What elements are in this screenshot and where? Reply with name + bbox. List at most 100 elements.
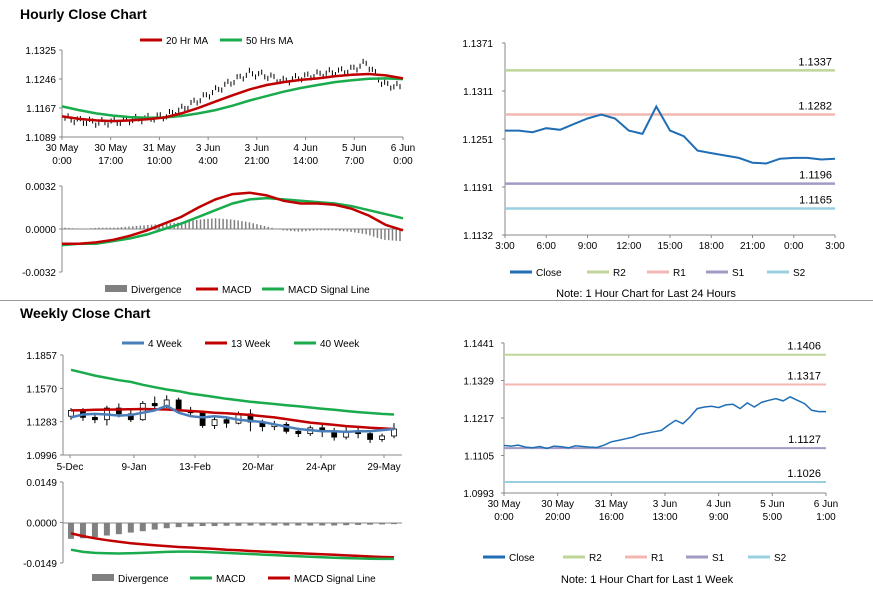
x-tick-label: 21:00 bbox=[244, 156, 269, 167]
legend-20hr-ma-label: 20 Hr MA bbox=[166, 36, 209, 47]
y-tick-label: -0.0149 bbox=[23, 559, 57, 570]
x-tick-label: 9:00 bbox=[709, 512, 729, 523]
y-tick-label: 0.0000 bbox=[25, 225, 56, 236]
legend-r1-label: R1 bbox=[673, 268, 686, 279]
y-tick-label: 1.1329 bbox=[463, 377, 494, 388]
y-tick-label: 1.1857 bbox=[26, 351, 57, 362]
level-s2-label: 1.1026 bbox=[787, 468, 821, 480]
level-s2-label: 1.1165 bbox=[799, 194, 832, 206]
x-tick-label: 3 Jun bbox=[245, 143, 269, 154]
divergence-bar bbox=[247, 523, 254, 526]
y-tick-label: 1.1191 bbox=[463, 183, 493, 194]
ma50-line bbox=[61, 77, 404, 120]
x-tick-label: 3:00 bbox=[495, 241, 515, 252]
divergence-bar bbox=[367, 523, 374, 525]
legend-s2-label: S2 bbox=[774, 553, 787, 564]
weekly-section-title: Weekly Close Chart bbox=[20, 305, 151, 321]
divergence-bar bbox=[103, 523, 110, 536]
x-tick-label: 3 Jun bbox=[653, 499, 677, 510]
ma40-line bbox=[70, 368, 395, 416]
y-tick-label: 0.0000 bbox=[26, 519, 57, 530]
x-tick-label: 5:00 bbox=[763, 512, 783, 523]
legend-r2-label: R2 bbox=[613, 268, 626, 279]
x-tick-label: 0:00 bbox=[52, 156, 72, 167]
divergence-bar bbox=[199, 523, 206, 527]
x-tick-label: 9-Jan bbox=[121, 462, 146, 473]
divergence-bar bbox=[271, 523, 278, 526]
divergence-bar bbox=[355, 523, 362, 525]
x-tick-label: 9:00 bbox=[578, 241, 598, 252]
x-tick-label: 21:00 bbox=[740, 241, 765, 252]
divergence-bar bbox=[295, 523, 302, 526]
level-s1-label: 1.1127 bbox=[788, 434, 821, 446]
y-tick-label: 1.1311 bbox=[463, 87, 493, 98]
divergence-bar bbox=[259, 523, 266, 526]
level-r2-label: 1.1406 bbox=[787, 341, 821, 353]
divergence-bar bbox=[223, 523, 230, 526]
x-tick-label: 30 May bbox=[541, 499, 574, 510]
chart-note: Note: 1 Hour Chart for Last 24 Hours bbox=[556, 288, 736, 300]
level-r1-label: 1.1282 bbox=[798, 100, 832, 112]
legend-s1-label: S1 bbox=[732, 268, 745, 279]
y-tick-label: 1.1105 bbox=[464, 452, 494, 463]
x-tick-label: 24-Apr bbox=[306, 462, 337, 473]
legend-macd-label: MACD bbox=[222, 285, 251, 296]
ma4-line bbox=[70, 404, 395, 434]
ma13-line bbox=[70, 407, 395, 431]
y-tick-label: 1.1441 bbox=[463, 339, 494, 350]
level-r2-label: 1.1337 bbox=[798, 56, 832, 68]
close-line bbox=[503, 396, 826, 450]
divergence-bar bbox=[211, 523, 218, 527]
x-tick-label: 6:00 bbox=[537, 241, 557, 252]
divergence-bar bbox=[175, 523, 182, 528]
x-tick-label: 17:00 bbox=[98, 156, 123, 167]
divergence-bar bbox=[319, 523, 326, 526]
legend-divergence-label: Divergence bbox=[118, 574, 169, 585]
divergence-bar bbox=[235, 523, 242, 526]
legend-close-label: Close bbox=[509, 553, 535, 564]
y-tick-label: 1.0996 bbox=[26, 451, 57, 462]
legend-4-week-label: 4 Week bbox=[148, 339, 183, 350]
candle-body bbox=[367, 433, 373, 440]
y-tick-label: 0.0149 bbox=[26, 478, 57, 489]
x-tick-label: 31 May bbox=[595, 499, 628, 510]
y-tick-label: 1.1570 bbox=[26, 384, 57, 395]
x-tick-label: 3 Jun bbox=[196, 143, 220, 154]
level-s1-label: 1.1196 bbox=[799, 170, 832, 182]
x-tick-label: 13-Feb bbox=[179, 462, 211, 473]
x-tick-label: 5-Dec bbox=[57, 462, 84, 473]
x-tick-label: 12:00 bbox=[616, 241, 641, 252]
y-tick-label: 1.1251 bbox=[462, 135, 493, 146]
candle-body bbox=[211, 419, 218, 426]
x-tick-label: 4 Jun bbox=[293, 143, 317, 154]
y-tick-label: 1.1246 bbox=[25, 75, 56, 86]
x-tick-label: 15:00 bbox=[657, 241, 682, 252]
x-tick-label: 18:00 bbox=[699, 241, 724, 252]
x-tick-label: 1:00 bbox=[816, 512, 836, 523]
legend-50hr-ma-label: 50 Hrs MA bbox=[246, 36, 294, 47]
level-r1-label: 1.1317 bbox=[787, 371, 821, 383]
legend-13-week-label: 13 Week bbox=[231, 339, 271, 350]
divergence-bar bbox=[115, 523, 122, 535]
y-tick-label: 0.0032 bbox=[25, 182, 56, 193]
candle-body bbox=[379, 435, 385, 440]
y-tick-label: 1.1325 bbox=[25, 46, 56, 57]
x-tick-label: 16:00 bbox=[599, 512, 624, 523]
legend-r2-label: R2 bbox=[589, 553, 602, 564]
divergence-bar bbox=[391, 523, 397, 525]
candle-body bbox=[115, 407, 122, 415]
macd-line bbox=[62, 191, 404, 246]
x-tick-label: 5 Jun bbox=[760, 499, 784, 510]
x-tick-label: 4:00 bbox=[198, 156, 218, 167]
section-divider bbox=[0, 300, 873, 301]
macd-line bbox=[70, 548, 394, 561]
candle-body bbox=[92, 416, 98, 421]
legend-divergence-swatch bbox=[105, 285, 127, 292]
y-tick-label: 1.0993 bbox=[463, 489, 494, 500]
x-tick-label: 30 May bbox=[488, 499, 521, 510]
legend-s1-label: S1 bbox=[712, 553, 725, 564]
legend-divergence-swatch bbox=[92, 574, 114, 581]
y-tick-label: -0.0032 bbox=[22, 268, 56, 279]
